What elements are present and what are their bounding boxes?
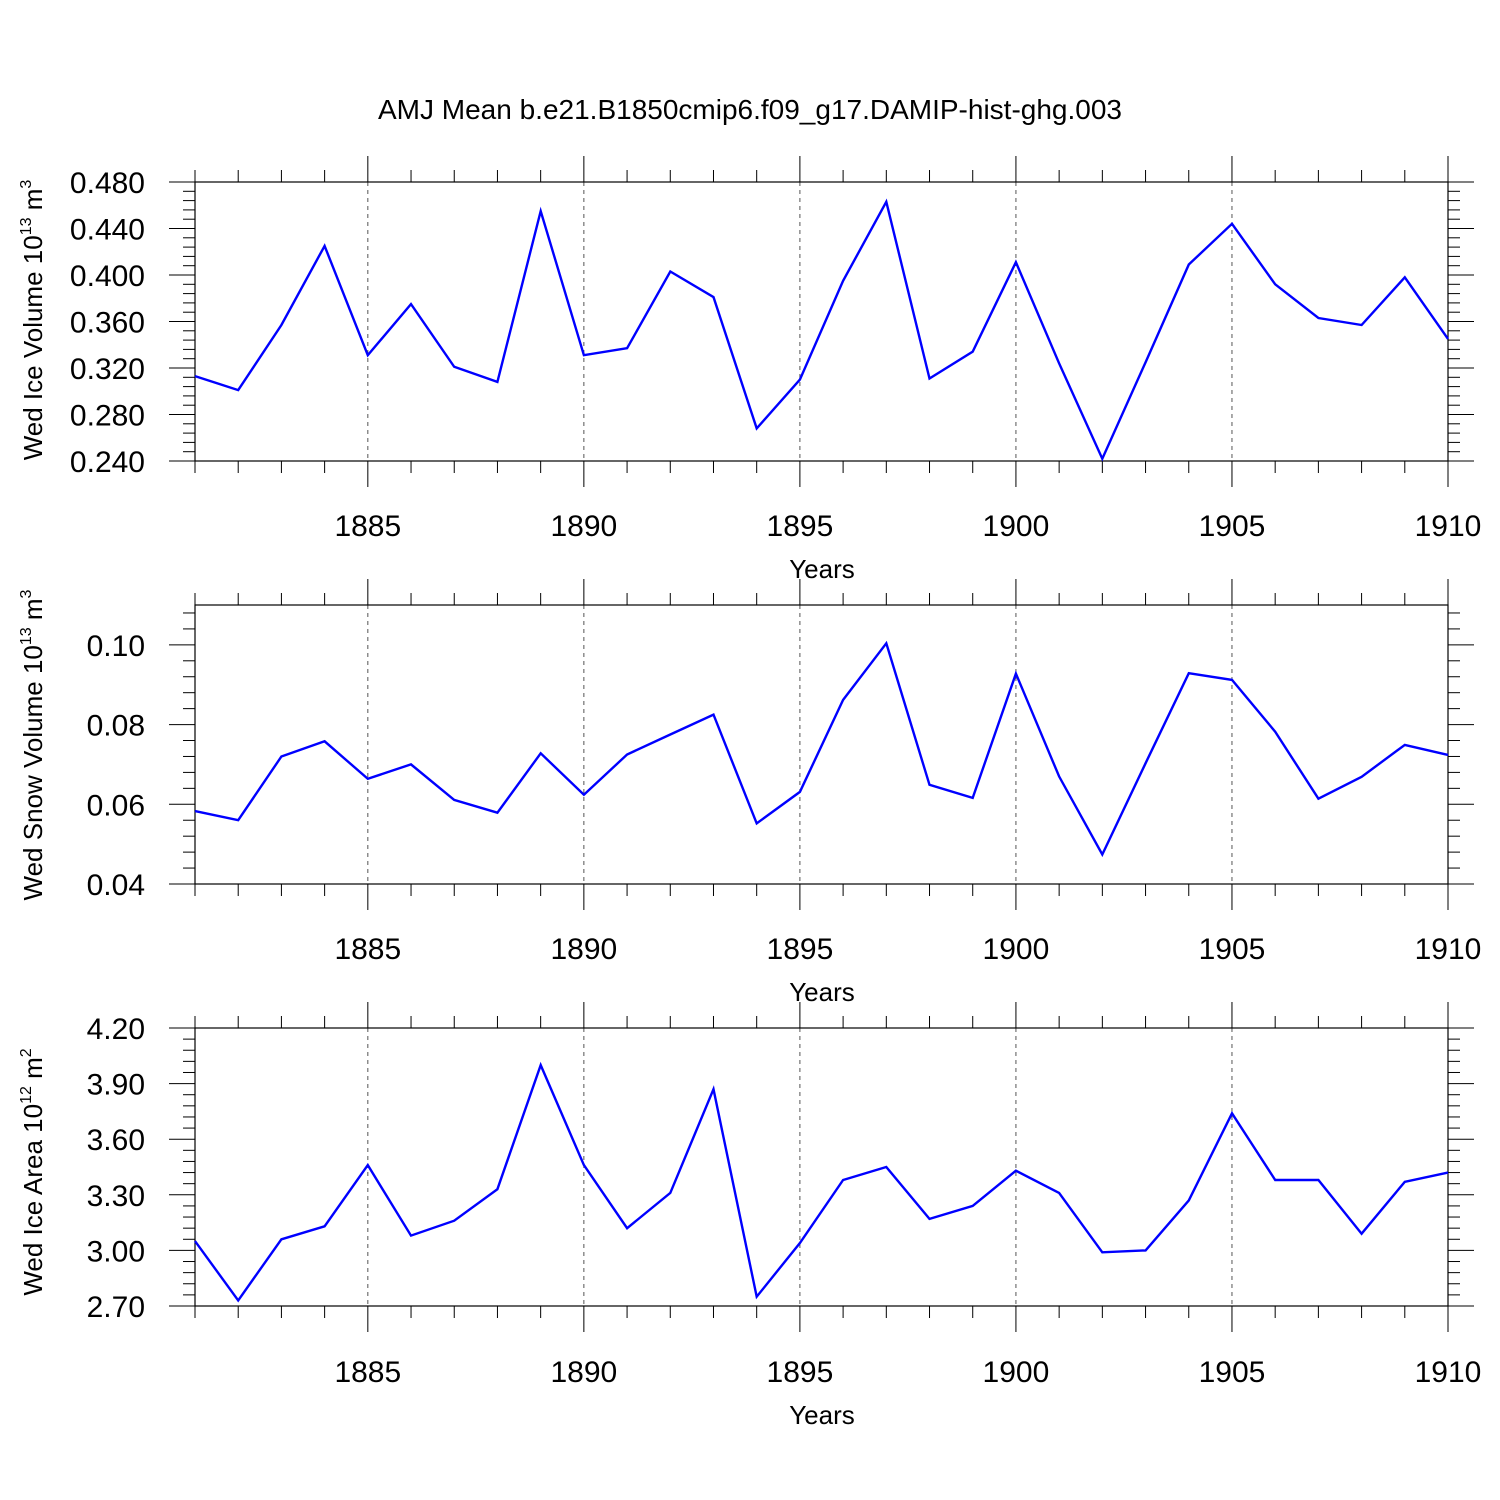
y-tick-label: 0.440: [70, 214, 145, 247]
x-tick-label: 1895: [767, 510, 834, 543]
y-tick-label: 0.04: [87, 869, 145, 902]
x-tick-label: 1890: [550, 1356, 617, 1389]
series-line: [194, 640, 1449, 858]
y-axis-title: Wed Snow Volume 1013 m3: [18, 589, 48, 900]
x-tick-label: 1900: [983, 1356, 1050, 1389]
x-tick-label: 1895: [767, 933, 834, 966]
y-tick-label: 0.400: [70, 260, 145, 293]
plot-frame: [194, 1027, 1449, 1307]
x-tick-label: 1910: [1415, 1356, 1482, 1389]
x-tick-label: 1910: [1415, 510, 1482, 543]
x-axis-title: Years: [789, 977, 855, 1007]
y-tick-label: 0.06: [87, 789, 145, 822]
x-tick-label: 1885: [334, 933, 401, 966]
x-axis-title: Years: [789, 554, 855, 584]
x-tick-label: 1905: [1199, 933, 1266, 966]
x-axis-title: Years: [789, 1400, 855, 1430]
y-tick-label: 0.480: [70, 167, 145, 200]
panel-3: 2.70 3.00 3.30 3.60 3.90 4.20 1885 1890 1895 1900…: [18, 1002, 1481, 1430]
y-tick-label: 3.90: [87, 1069, 145, 1102]
y-tick-label: 0.280: [70, 400, 145, 433]
y-axis-title: Wed Ice Area 1012 m2: [18, 1048, 48, 1295]
x-tick-label: 1900: [983, 933, 1050, 966]
y-tick-label: 3.60: [87, 1124, 145, 1157]
plot-frame: [194, 604, 1449, 885]
x-tick-label: 1905: [1199, 510, 1266, 543]
x-tick-label: 1905: [1199, 1356, 1266, 1389]
y-tick-label: 0.10: [87, 630, 145, 663]
y-tick-label: 2.70: [87, 1291, 145, 1324]
y-tick-label: 3.00: [87, 1235, 145, 1268]
plot-frame: [194, 181, 1449, 462]
y-tick-label: 0.320: [70, 353, 145, 386]
x-tick-label: 1900: [983, 510, 1050, 543]
figure-title: AMJ Mean b.e21.B1850cmip6.f09_g17.DAMIP-…: [378, 94, 1122, 125]
panel-2: 0.04 0.06 0.08 0.10 1885 1890 1895 1900 1905 1910…: [18, 579, 1481, 1007]
x-tick-label: 1885: [334, 1356, 401, 1389]
panel-1: 0.240 0.280 0.320 0.360 0.400 0.440 0.480 1885 1…: [18, 156, 1481, 584]
x-tick-label: 1910: [1415, 933, 1482, 966]
series-line: [194, 1061, 1449, 1303]
x-tick-label: 1885: [334, 510, 401, 543]
y-tick-label: 0.240: [70, 446, 145, 479]
y-tick-label: 0.08: [87, 710, 145, 743]
x-tick-label: 1890: [550, 510, 617, 543]
x-tick-label: 1890: [550, 933, 617, 966]
y-tick-label: 4.20: [87, 1013, 145, 1046]
series-line: [194, 198, 1449, 462]
y-tick-label: 3.30: [87, 1180, 145, 1213]
y-tick-label: 0.360: [70, 307, 145, 340]
x-tick-label: 1895: [767, 1356, 834, 1389]
y-axis-title: Wed Ice Volume 1013 m3: [18, 180, 48, 461]
